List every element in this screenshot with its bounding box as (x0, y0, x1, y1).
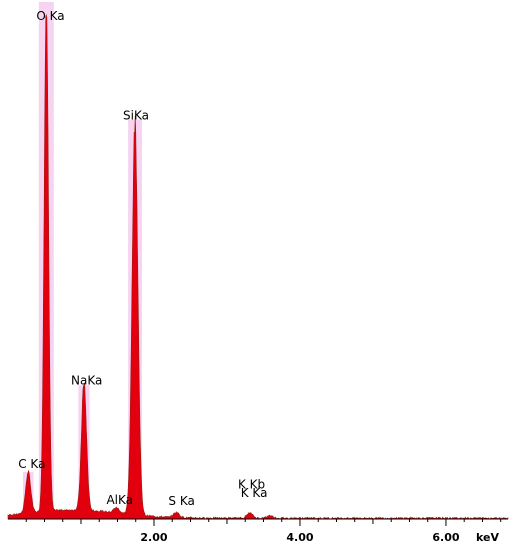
x-tick-label-2: 6.00 (432, 531, 459, 544)
peak-label-4: SiKa (123, 109, 149, 123)
peak-label-3: AlKa (106, 493, 133, 507)
peak-label-6: K Ka (241, 486, 268, 500)
peak-label-5: S Ka (168, 494, 194, 508)
peak-label-1: O Ka (36, 9, 64, 23)
x-tick-label-0: 2.00 (140, 531, 167, 544)
peak-label-7: K Kb (238, 477, 265, 491)
x-axis-ticks: 2.00 4.00 6.00 (25, 519, 502, 544)
peak-label-0: C Ka (18, 457, 45, 471)
spectrum-area (7, 13, 509, 520)
peak-label-2: NaKa (71, 373, 102, 387)
x-tick-label-1: 4.00 (286, 531, 313, 544)
x-axis-unit-label: keV (476, 531, 499, 544)
peak-labels: C Ka O Ka NaKa AlKa SiKa S Ka K KaK Kb (18, 9, 267, 508)
